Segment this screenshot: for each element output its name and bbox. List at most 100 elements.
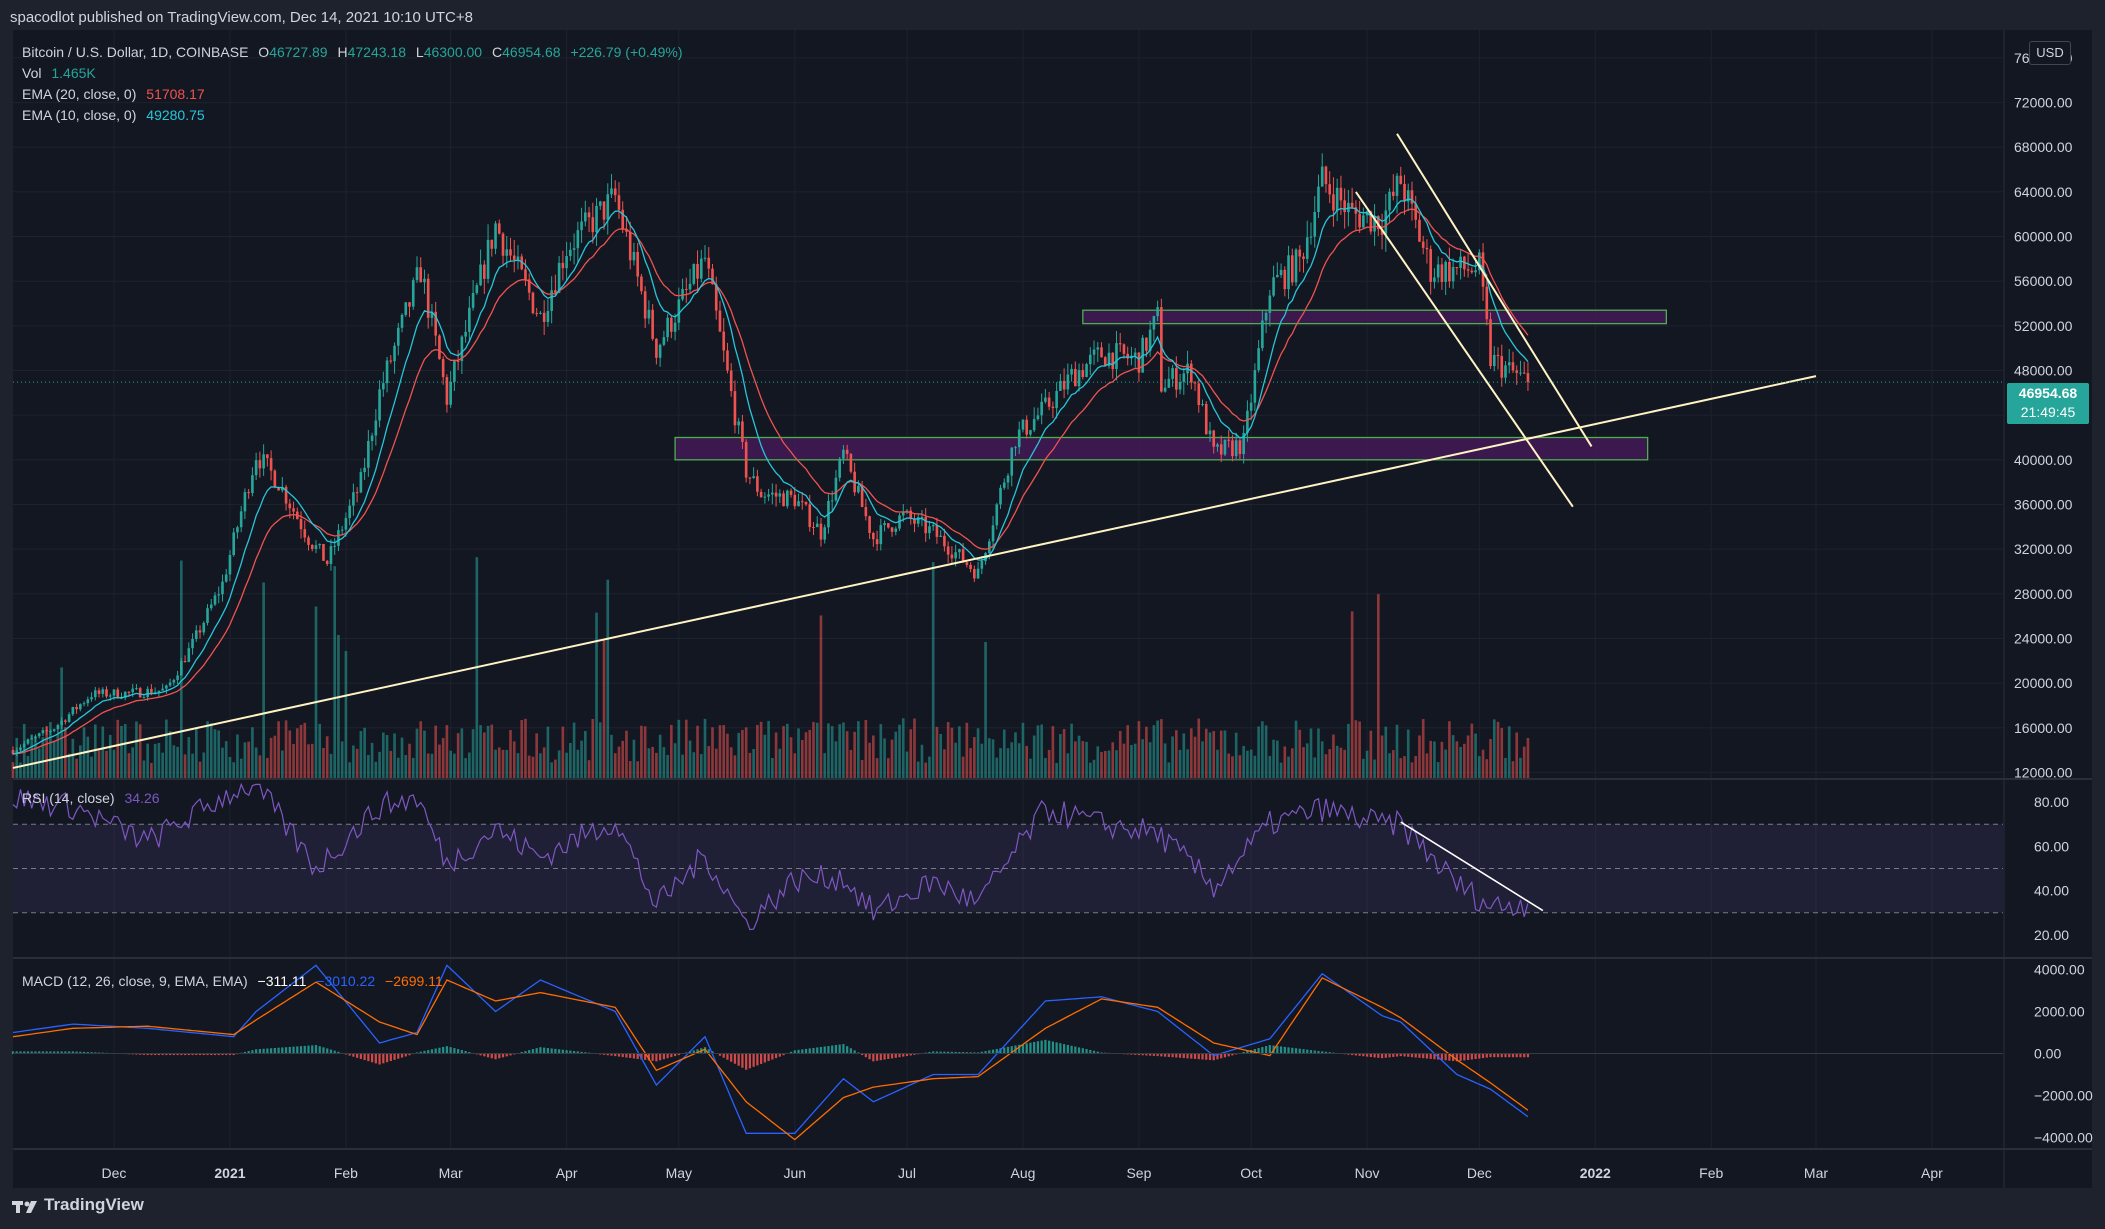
macd-hist-bar (816, 1047, 819, 1054)
candle-body (1062, 380, 1066, 390)
macd-hist-bar (150, 1053, 153, 1056)
volume-bar (744, 727, 748, 778)
candle-body (995, 504, 999, 526)
macd-hist-bar (397, 1053, 400, 1059)
macd-hist-bar (561, 1049, 564, 1054)
time-axis-label: Feb (1699, 1165, 1723, 1181)
volume-bar (1496, 721, 1500, 778)
volume-bar (464, 758, 467, 778)
volume-bar (838, 724, 841, 778)
candle-body (224, 574, 228, 582)
currency-button[interactable]: USD (2029, 41, 2071, 65)
macd-hist-bar (565, 1050, 568, 1054)
time-axis-label: 2021 (214, 1165, 245, 1181)
volume-bar (1137, 721, 1141, 778)
candle-body (135, 688, 138, 690)
candle-body (1320, 166, 1324, 187)
macd-hist-bar (41, 1051, 45, 1054)
candle-body (1167, 378, 1171, 388)
volume-bar (1519, 757, 1522, 778)
macd-hist-bar (883, 1053, 886, 1060)
price-axis-label: 32000.00 (2014, 541, 2073, 557)
macd-hist-bar (546, 1048, 550, 1054)
candle-body (97, 690, 101, 694)
volume-bar (1025, 745, 1029, 778)
macd-hist-bar (528, 1050, 531, 1054)
macd-hist-bar (531, 1049, 535, 1054)
volume-bar (486, 725, 490, 778)
candle-body (1507, 362, 1511, 366)
candle-body (101, 689, 105, 694)
macd-hist-bar (1309, 1050, 1313, 1054)
candle-body (767, 494, 770, 497)
macd-hist-bar (782, 1053, 785, 1056)
candle-body (1276, 274, 1279, 278)
macd-hist-bar (614, 1053, 617, 1057)
candle-body (183, 661, 187, 663)
candle-body (329, 546, 333, 565)
candle-body (546, 311, 550, 322)
candle-body (864, 507, 868, 517)
macd-hist-bar (142, 1053, 146, 1055)
volume-bar (827, 723, 830, 778)
volume-bar (1088, 762, 1092, 778)
macd-hist-bar (838, 1044, 841, 1054)
candle-body (815, 523, 819, 528)
volume-bar (752, 749, 755, 778)
volume-bar (1406, 729, 1410, 778)
macd-legend: MACD (12, 26, close, 9, EMA, EMA) −311.1… (22, 973, 449, 989)
macd-hist-bar (621, 1053, 624, 1058)
volume-bar (254, 747, 258, 778)
candle-body (176, 675, 179, 680)
candle-body (782, 493, 785, 507)
high-value: 47243.18 (347, 44, 407, 60)
candle-body (722, 331, 726, 351)
candle-body (1384, 210, 1388, 235)
macd-hist-bar (1425, 1053, 1429, 1059)
candle-body (1377, 216, 1380, 230)
macd-hist-bar (333, 1050, 336, 1054)
candle-body (1171, 368, 1174, 379)
volume-bar (823, 753, 827, 778)
candle-body (557, 262, 561, 293)
macd-hist-bar (1433, 1053, 1436, 1060)
macd-hist-bar (995, 1048, 998, 1054)
macd-hist-bar (703, 1047, 707, 1054)
low-value: 46300.00 (423, 44, 483, 60)
volume-bar (632, 739, 636, 778)
candle-body (1231, 440, 1234, 457)
macd-hist-bar (1410, 1053, 1414, 1058)
macd-hist-bar (793, 1050, 796, 1054)
volume-bar (550, 762, 553, 778)
volume-bar (209, 723, 213, 778)
macd-hist-bar (580, 1051, 583, 1054)
candle-body (913, 518, 916, 524)
macd-hist-bar (1380, 1053, 1384, 1059)
candle-body (688, 283, 692, 290)
candle-body (131, 688, 135, 693)
volume-bar (561, 726, 565, 778)
volume-bar (1178, 749, 1182, 778)
macd-hist-bar (1377, 1053, 1380, 1058)
macd-hist-bar (490, 1053, 493, 1059)
macd-hist-bar (524, 1051, 527, 1054)
macd-hist-bar (423, 1050, 426, 1054)
volume-bar (1388, 753, 1391, 778)
macd-hist-bar (1216, 1053, 1219, 1060)
footer-brand[interactable]: TradingView (12, 1195, 144, 1215)
candle-body (587, 212, 591, 218)
candle-body (651, 309, 654, 339)
macd-hist-bar (666, 1053, 669, 1059)
volume-bar (651, 746, 654, 778)
macd-hist-bar (655, 1053, 658, 1062)
volume-bar (1044, 758, 1047, 778)
candle-body (718, 310, 722, 332)
macd-hist-bar (1197, 1053, 1200, 1060)
candle-body (565, 255, 568, 269)
macd-hist-bar (1134, 1053, 1137, 1055)
candle-body (606, 194, 610, 220)
candle-body (1088, 354, 1092, 365)
candle-body (703, 257, 707, 259)
macd-hist-bar (1302, 1049, 1305, 1054)
